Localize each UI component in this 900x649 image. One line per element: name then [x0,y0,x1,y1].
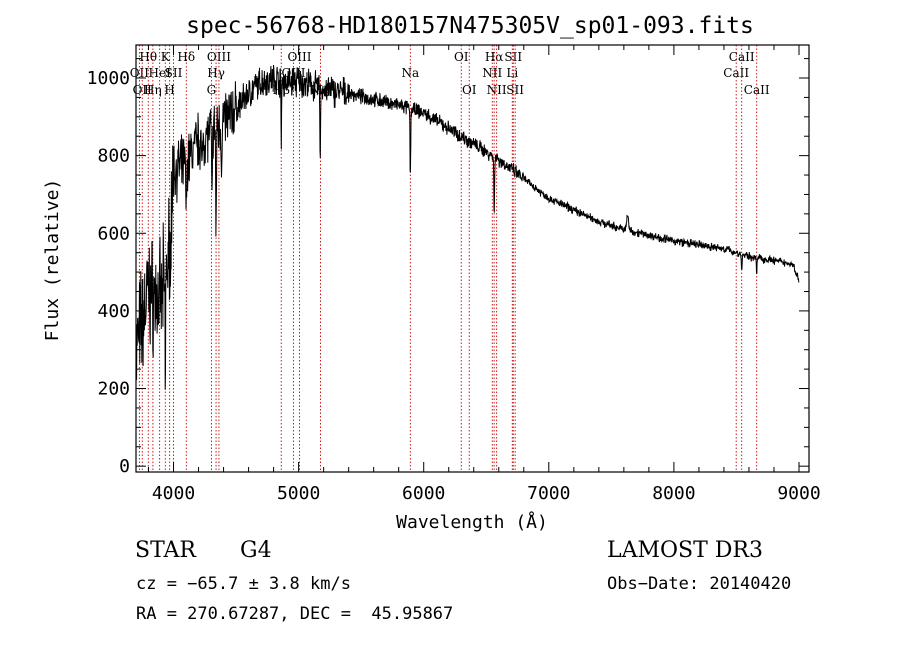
survey-name: LAMOST DR3 [607,538,763,563]
line-marker-label: Hδ [177,50,195,64]
observation-date: Obs−Date: 20140420 [607,574,792,594]
line-markers: OIIOIIHθHηHeIKHSIIHδGHγOIIIHβOIIIOIIIMgN… [130,45,770,472]
coordinates: RA = 270.67287, DEC = 45.95867 [136,604,454,624]
spectrum-line [135,64,800,390]
line-marker-label: OI [454,50,469,64]
x-tick-label: 5000 [277,483,320,504]
line-marker-label: CaII [729,50,755,64]
y-tick-label: 0 [119,456,130,477]
object-class: STAR [135,538,196,563]
y-tick-label: 600 [97,223,130,244]
x-tick-label: 8000 [652,483,695,504]
x-tick-label: 4000 [152,483,195,504]
line-marker-label: K [161,50,171,64]
line-marker-label: OIII [287,50,311,64]
line-marker-label: Hθ [139,50,157,64]
line-marker-label: SII [506,83,524,97]
y-tick-label: 1000 [87,68,130,89]
line-marker-label: OI [462,83,477,97]
chart-title: spec-56768-HD180157N475305V_sp01-093.fit… [186,13,754,39]
line-marker-label: CaII [723,66,749,80]
line-marker-label: OIII [207,50,231,64]
spectrum-series [135,64,800,390]
x-tick-label: 7000 [527,483,570,504]
y-tick-label: 200 [97,379,130,400]
line-marker-label: G [207,83,217,97]
line-marker-label: CaII [744,83,770,97]
line-marker-label: SII [165,66,183,80]
x-axis-label: Wavelength (Å) [396,511,548,533]
y-axis-label: Flux (relative) [42,179,63,342]
line-marker-label: Hη [144,83,162,97]
line-marker-label: OII [133,83,153,97]
x-tick-label: 6000 [402,483,445,504]
axis-ticks: 4000 5000 6000 7000 8000 9000 0 200 400 600 800 100… [87,45,821,504]
plot-frame [135,44,810,473]
line-marker-label: NII [487,83,507,97]
line-marker-label: OII [130,66,150,80]
x-tick-label: 9000 [777,483,820,504]
redshift-velocity: cz = −65.7 ± 3.8 km/s [136,574,351,594]
line-marker-label: Na [402,66,420,80]
line-marker-label: SII [504,50,522,64]
object-subclass: G4 [240,538,272,563]
line-marker-label: H [164,83,174,97]
line-marker-label: Li [506,66,518,80]
line-marker-label: Hγ [207,66,225,80]
line-marker-label: NII [482,66,502,80]
y-tick-label: 800 [97,146,130,167]
line-marker-label: Hα [485,50,504,64]
y-tick-label: 400 [97,301,130,322]
